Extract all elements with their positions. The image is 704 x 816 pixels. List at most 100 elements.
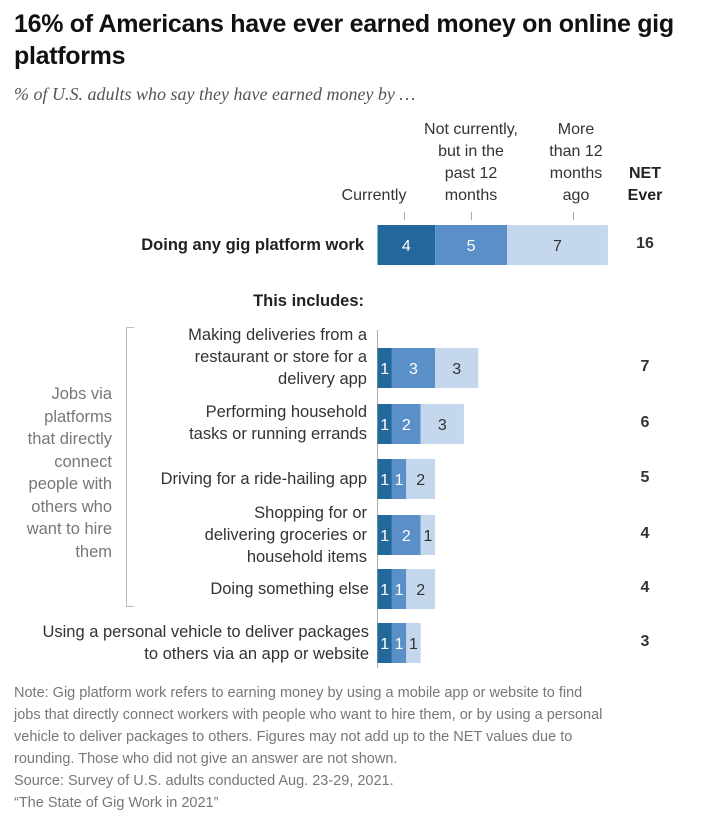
bar-segment-currently <box>377 569 392 609</box>
bar-segment-past12 <box>391 569 407 609</box>
header-more12-line: than 12 <box>549 143 603 160</box>
group-label-line: others who <box>31 497 112 516</box>
note-line: jobs that directly connect workers with … <box>14 707 603 723</box>
data-label-currently: 1 <box>380 472 389 489</box>
data-label-more12: 3 <box>438 417 447 434</box>
data-label-past12: 5 <box>467 238 476 255</box>
header-past12-line: but in the <box>438 143 504 160</box>
group-label-line: Jobs via <box>51 385 112 403</box>
data-label-currently: 1 <box>380 528 389 545</box>
data-label-past12: 1 <box>395 636 404 653</box>
header-past12-line: Not currently, <box>424 121 518 138</box>
category-label-line: Driving for a ride-hailing app <box>160 470 367 488</box>
chart-subtitle: % of U.S. adults who say they have earne… <box>14 84 416 104</box>
group-label: Jobs via platforms that directly connect… <box>0 383 112 563</box>
note-line: vehicle to deliver packages to others. F… <box>14 729 573 745</box>
net-ever-value: 6 <box>640 414 650 431</box>
data-label-currently: 4 <box>402 238 411 255</box>
category-label-line: to others via an app or website <box>144 645 369 663</box>
category-label-line: delivery app <box>278 370 367 388</box>
data-label-more12: 2 <box>416 582 425 599</box>
header-past12-line: months <box>444 187 498 204</box>
data-label-currently: 1 <box>380 582 389 599</box>
bar-segment-more12 <box>507 225 608 265</box>
header-net-line: NET <box>629 165 661 182</box>
bar-segment-more12 <box>406 623 421 663</box>
bar-segment-currently <box>377 404 392 444</box>
data-label-more12: 1 <box>409 636 418 653</box>
data-label-past12: 2 <box>402 528 411 545</box>
category-label-1: Making deliveries from a restaurant or s… <box>188 324 367 390</box>
category-label-line: tasks or running errands <box>189 425 367 443</box>
group-label-line: connect <box>54 452 112 471</box>
category-label-0: Doing any gig platform work <box>141 234 364 256</box>
bar-segment-past12 <box>391 348 436 388</box>
net-ever-value: 16 <box>636 235 654 252</box>
header-past12-line: past 12 <box>444 165 498 182</box>
category-label-line: delivering groceries or <box>204 526 367 544</box>
header-currently-text: Currently <box>341 187 407 204</box>
bar-segment-more12 <box>406 569 436 609</box>
category-label-5: Doing something else <box>210 578 369 600</box>
category-label-3: Driving for a ride-hailing app <box>161 468 367 490</box>
header-currently: Currently <box>334 185 414 207</box>
header-more12-line: More <box>557 121 595 138</box>
net-ever-value: 7 <box>640 358 650 375</box>
header-net-line: Ever <box>627 187 663 204</box>
group-label-line: people with <box>28 475 112 493</box>
header-net-ever: NET Ever <box>620 163 670 207</box>
data-label-past12: 3 <box>409 361 418 378</box>
net-ever-value: 4 <box>640 525 650 542</box>
data-label-currently: 1 <box>380 361 389 378</box>
bar-segment-more12 <box>420 515 436 555</box>
category-label-line: Shopping for or <box>254 504 367 522</box>
header-past12: Not currently, but in the past 12 months <box>406 119 536 207</box>
section-label: This includes: <box>253 292 364 310</box>
data-label-past12: 1 <box>395 472 404 489</box>
note-line: Note: Gig platform work refers to earnin… <box>14 685 583 701</box>
category-label-line: Performing household <box>205 403 367 421</box>
group-label-line: want to hire <box>26 520 112 538</box>
category-label-line: Doing any gig platform work <box>141 236 364 254</box>
data-label-past12: 2 <box>402 417 411 434</box>
net-ever-value: 4 <box>640 579 650 596</box>
bar-segment-currently <box>377 225 436 265</box>
data-label-more12: 1 <box>423 528 432 545</box>
data-label-currently: 1 <box>380 636 389 653</box>
bar-segment-currently <box>377 515 392 555</box>
category-label-4: Shopping for or delivering groceries or … <box>205 502 367 568</box>
category-label-line: Using a personal vehicle to deliver pack… <box>42 623 369 641</box>
data-label-more12: 2 <box>416 472 425 489</box>
bar-segment-past12 <box>391 404 421 444</box>
source-line: Source: Survey of U.S. adults conducted … <box>14 773 394 789</box>
bar-segment-past12 <box>391 459 407 499</box>
category-label-6: Using a personal vehicle to deliver pack… <box>42 621 369 665</box>
bar-segment-currently <box>377 348 392 388</box>
data-label-more12: 7 <box>553 238 562 255</box>
header-more12-line: ago <box>562 187 590 204</box>
data-label-past12: 1 <box>395 582 404 599</box>
group-label-line: them <box>75 542 112 561</box>
category-label-line: restaurant or store for a <box>194 348 367 366</box>
data-label-currently: 1 <box>380 417 389 434</box>
header-more12-line: months <box>549 165 603 182</box>
net-ever-value: 5 <box>640 469 650 486</box>
bar-segment-more12 <box>420 404 464 444</box>
data-label-more12: 3 <box>452 361 461 378</box>
footnote: Note: Gig platform work refers to earnin… <box>14 682 694 814</box>
net-ever-value: 3 <box>640 633 650 650</box>
chart-title: 16% of Americans have ever earned money … <box>14 10 674 70</box>
bar-segment-currently <box>377 459 392 499</box>
header-more12: More than 12 months ago <box>531 119 621 207</box>
note-line: rounding. Those who did not give an answ… <box>14 751 398 767</box>
category-label-line: Making deliveries from a <box>188 326 367 344</box>
bar-segment-past12 <box>435 225 508 265</box>
group-label-line: that directly <box>27 430 112 448</box>
report-title-line: “The State of Gig Work in 2021” <box>14 795 219 811</box>
category-label-line: household items <box>246 548 367 566</box>
bar-segment-past12 <box>391 515 421 555</box>
category-label-2: Performing household tasks or running er… <box>189 401 367 445</box>
bar-segment-more12 <box>406 459 436 499</box>
group-label-line: platforms <box>44 407 112 426</box>
